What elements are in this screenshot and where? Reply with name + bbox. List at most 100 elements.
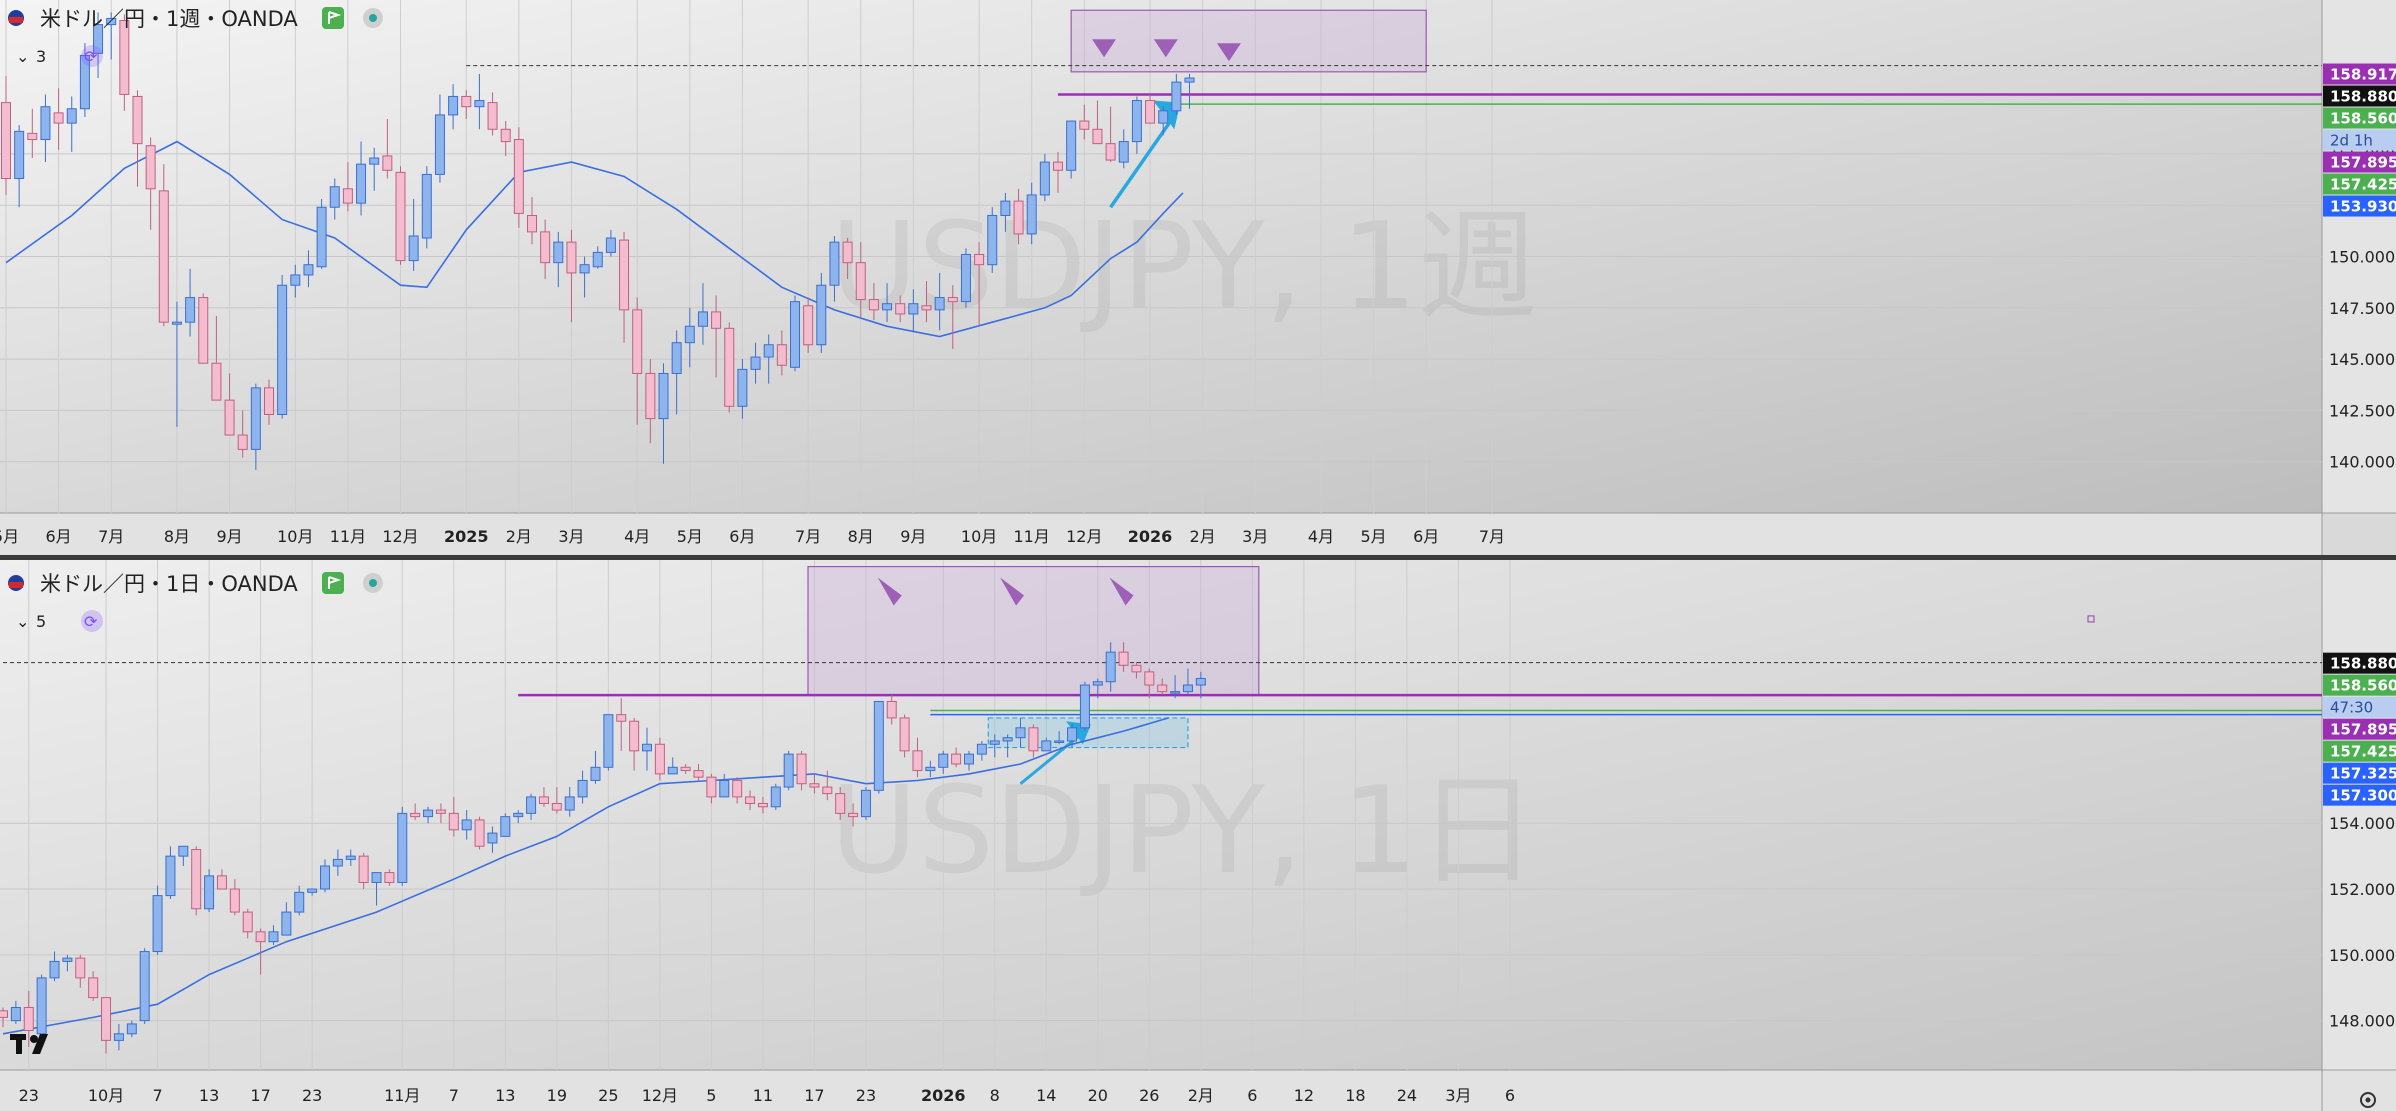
candle-body	[62, 957, 73, 962]
weekly-symbol-title[interactable]: 米ドル／円・1週・OANDA	[40, 7, 298, 31]
price-tag[interactable]: 2d 1h	[2323, 129, 2396, 151]
price-tag[interactable]: 157.300	[2323, 784, 2396, 806]
price-tag[interactable]: 158.560	[2323, 674, 2396, 696]
candle-body	[1054, 740, 1065, 743]
candle	[126, 1020, 137, 1038]
down-arrow-icon[interactable]	[1092, 39, 1117, 58]
candle-body	[1041, 740, 1052, 752]
daily-price-scale[interactable]	[2322, 560, 2396, 1070]
candle-body	[66, 108, 77, 124]
candle-body	[204, 875, 215, 910]
candle-body	[796, 753, 807, 785]
y-tick-label: 148.000	[2329, 1012, 2395, 1031]
price-tag-bg	[2323, 674, 2396, 696]
candle-body	[964, 753, 974, 765]
y-tick-label: 154.000	[2329, 814, 2395, 833]
daily-collapse-chevron-icon[interactable]: ⌄	[16, 612, 29, 631]
flag-icon[interactable]	[322, 7, 344, 29]
price-tag[interactable]: 158.880	[2323, 85, 2396, 107]
candle	[667, 757, 678, 775]
weekly-candles	[1, 12, 1195, 470]
price-tag[interactable]: 157.895	[2323, 718, 2396, 740]
price-tag[interactable]: 157.425	[2323, 740, 2396, 762]
flag-icon[interactable]	[322, 572, 344, 594]
anchor-marker-icon[interactable]	[2087, 615, 2095, 623]
candle-body	[132, 95, 143, 145]
weekly-drawings[interactable]	[466, 9, 2322, 209]
price-tag[interactable]: 157.895	[2323, 151, 2396, 173]
price-tag[interactable]: 158.560	[2323, 107, 2396, 129]
panel-divider[interactable]	[0, 555, 2396, 560]
price-tag[interactable]: 47:30	[2323, 696, 2396, 718]
down-arrow-icon[interactable]	[1216, 43, 1241, 62]
y-tick-label: 152.000	[2329, 880, 2395, 899]
candle-body	[264, 387, 274, 416]
tradingview-logo-icon[interactable]	[10, 1034, 48, 1054]
candle-body	[448, 95, 459, 116]
down-arrow-icon[interactable]	[1109, 577, 1134, 606]
candle-body	[540, 231, 551, 264]
price-tag-bg	[2323, 740, 2396, 762]
weekly-price-scale[interactable]	[2322, 0, 2396, 513]
down-arrow-icon[interactable]	[1153, 39, 1178, 58]
price-tag[interactable]: 157.425	[2323, 173, 2396, 195]
weekly-sync-icon[interactable]	[81, 45, 103, 67]
price-tag-label: 157.895	[2330, 721, 2396, 739]
resistance-zone[interactable]	[807, 565, 1260, 696]
candle	[899, 714, 910, 758]
daily-plot-bg[interactable]	[0, 560, 2322, 1070]
candle-body	[1105, 651, 1116, 683]
daily-time-scale[interactable]	[0, 1070, 2322, 1111]
candle-body	[829, 241, 840, 286]
weekly-time-scale[interactable]	[0, 513, 2322, 555]
candle-body	[908, 303, 919, 315]
candle	[803, 297, 814, 353]
candle-body	[976, 743, 987, 755]
candle	[1118, 129, 1129, 169]
candle-body	[603, 714, 614, 768]
candle-body	[1157, 684, 1168, 693]
weekly-indicator-count[interactable]: 3	[36, 47, 46, 66]
price-tag[interactable]: 158.917	[2323, 63, 2396, 85]
candle	[763, 334, 774, 384]
down-arrow-icon[interactable]	[1000, 577, 1025, 606]
daily-sync-icon[interactable]	[81, 610, 103, 632]
x-tick-label: 11月	[330, 527, 366, 546]
weekly-collapse-chevron-icon[interactable]: ⌄	[16, 47, 29, 66]
daily-symbol-title[interactable]: 米ドル／円・1日・OANDA	[40, 572, 298, 596]
candle	[229, 879, 240, 916]
price-tag[interactable]: 157.325	[2323, 762, 2396, 784]
candle	[1131, 96, 1142, 154]
price-tag-bg	[2323, 718, 2396, 740]
x-tick-label: 26	[1139, 1086, 1159, 1105]
candle	[829, 235, 840, 302]
candle	[474, 816, 485, 850]
candle	[590, 750, 601, 784]
svg-text:⟳: ⟳	[84, 47, 98, 66]
candle	[0, 1007, 8, 1028]
daily-price-tags: 158.880 158.560 47:30 157.895 157.425 157.325…	[2323, 652, 2396, 806]
candle-body	[1066, 120, 1077, 171]
candle-body	[776, 344, 787, 366]
candle-body	[255, 931, 266, 943]
candle	[371, 872, 382, 906]
candle-body	[1067, 727, 1078, 742]
candle	[564, 787, 575, 817]
daily-indicator-count[interactable]: 5	[36, 612, 46, 631]
price-tag[interactable]: 153.930	[2323, 195, 2396, 217]
resistance-zone[interactable]	[1070, 9, 1427, 73]
down-arrow-icon[interactable]	[877, 577, 902, 606]
settings-gear-icon[interactable]	[2360, 1092, 2376, 1108]
candle-body	[822, 786, 833, 795]
candle-body	[1184, 77, 1195, 83]
price-tag[interactable]: 158.880	[2323, 652, 2396, 674]
up-arrow-icon[interactable]	[1109, 111, 1178, 209]
candle	[303, 250, 314, 288]
candle-body	[693, 770, 704, 778]
daily-header: 米ドル／円・1日・OANDA ⌄ 5 ⟳	[8, 572, 2376, 1108]
candle	[629, 717, 640, 771]
daily-drawings[interactable]	[3, 565, 2322, 785]
candle-body	[605, 237, 616, 253]
candle	[551, 787, 562, 814]
